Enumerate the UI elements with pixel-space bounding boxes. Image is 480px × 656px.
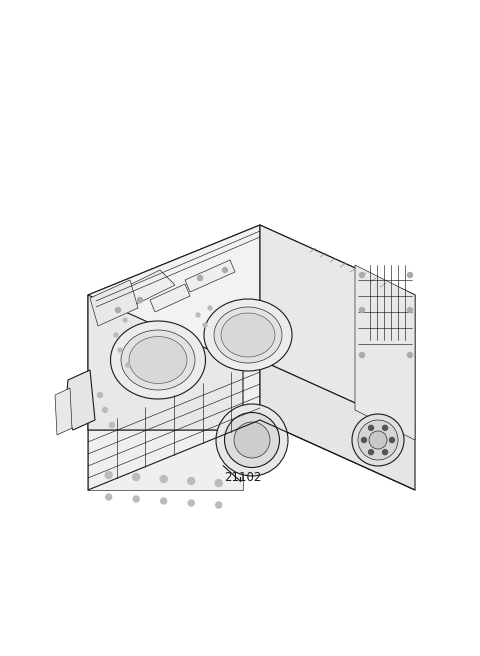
Circle shape: [408, 352, 412, 358]
Circle shape: [369, 449, 373, 455]
Polygon shape: [88, 360, 260, 490]
Ellipse shape: [121, 330, 195, 390]
Polygon shape: [88, 225, 260, 430]
Circle shape: [196, 313, 200, 317]
Polygon shape: [55, 388, 72, 435]
Circle shape: [408, 272, 412, 277]
Ellipse shape: [369, 431, 387, 449]
Circle shape: [369, 425, 373, 430]
Ellipse shape: [221, 313, 275, 357]
Ellipse shape: [225, 413, 279, 468]
Circle shape: [389, 438, 395, 443]
Circle shape: [383, 425, 387, 430]
Circle shape: [133, 496, 139, 502]
Polygon shape: [65, 370, 95, 430]
Ellipse shape: [204, 299, 292, 371]
Polygon shape: [88, 430, 243, 490]
Ellipse shape: [234, 422, 270, 458]
Circle shape: [116, 308, 120, 312]
Circle shape: [215, 480, 222, 487]
Circle shape: [137, 298, 143, 302]
Polygon shape: [260, 360, 415, 490]
Circle shape: [360, 308, 364, 312]
Polygon shape: [355, 265, 415, 440]
Polygon shape: [88, 295, 243, 430]
Circle shape: [126, 363, 130, 367]
Circle shape: [105, 472, 112, 478]
Circle shape: [216, 502, 222, 508]
Ellipse shape: [352, 414, 404, 466]
Polygon shape: [150, 284, 190, 312]
Circle shape: [188, 478, 195, 485]
Circle shape: [132, 474, 140, 480]
Polygon shape: [88, 225, 415, 365]
Polygon shape: [90, 280, 138, 326]
Circle shape: [114, 333, 118, 337]
Circle shape: [161, 498, 167, 504]
Circle shape: [118, 348, 122, 352]
Circle shape: [408, 308, 412, 312]
Ellipse shape: [129, 337, 187, 384]
Ellipse shape: [216, 404, 288, 476]
Circle shape: [188, 500, 194, 506]
Circle shape: [361, 438, 367, 443]
Ellipse shape: [358, 420, 398, 460]
Ellipse shape: [214, 307, 282, 363]
Circle shape: [106, 494, 112, 500]
Circle shape: [160, 476, 167, 483]
Circle shape: [208, 306, 212, 310]
Circle shape: [360, 352, 364, 358]
Circle shape: [109, 422, 115, 428]
Text: 21102: 21102: [224, 471, 261, 484]
Circle shape: [97, 392, 103, 398]
Circle shape: [383, 449, 387, 455]
Circle shape: [360, 272, 364, 277]
Circle shape: [123, 318, 127, 322]
Circle shape: [103, 407, 108, 413]
Polygon shape: [260, 225, 415, 430]
Polygon shape: [95, 270, 175, 317]
Circle shape: [203, 323, 207, 327]
Circle shape: [197, 276, 203, 281]
Circle shape: [223, 268, 228, 272]
Polygon shape: [185, 260, 235, 292]
Ellipse shape: [110, 321, 205, 399]
